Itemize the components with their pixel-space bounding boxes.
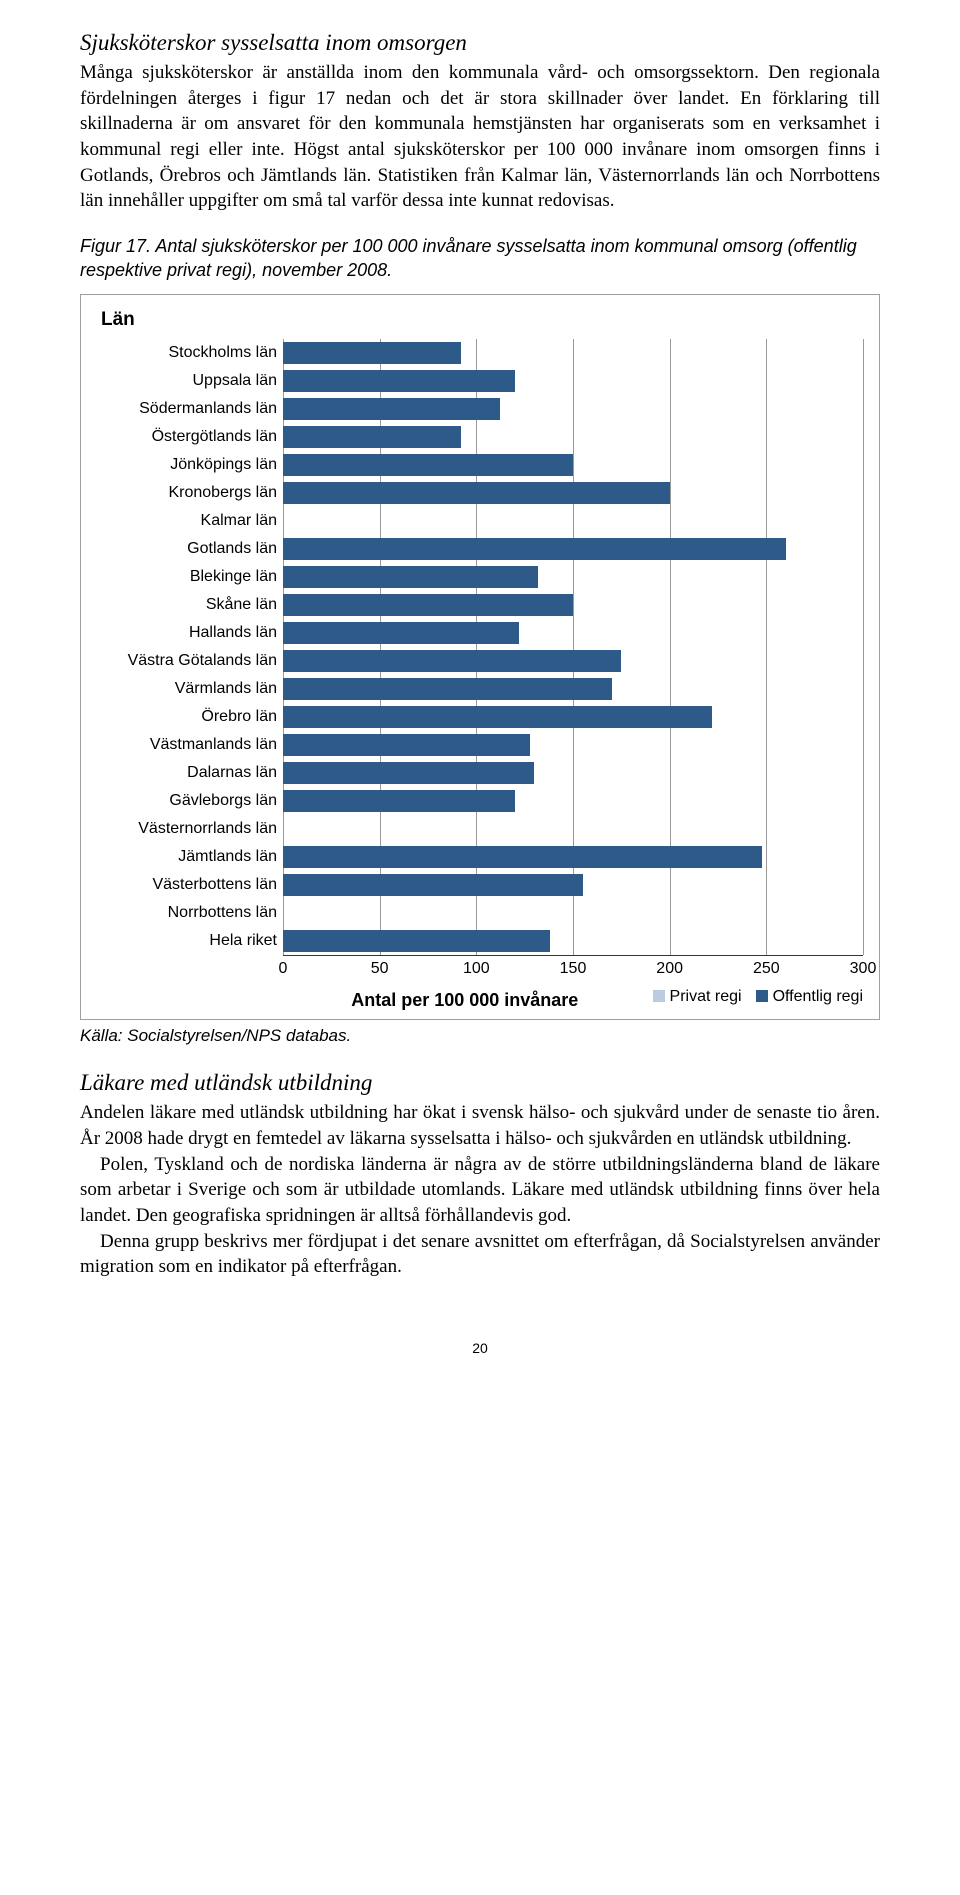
section-title-1: Sjuksköterskor sysselsatta inom omsorgen bbox=[80, 30, 880, 56]
bar-row bbox=[283, 367, 863, 395]
y-axis-label: Jönköpings län bbox=[97, 451, 277, 479]
x-tick-label: 50 bbox=[371, 960, 389, 978]
bar-offentlig bbox=[283, 874, 583, 896]
x-tick-label: 100 bbox=[463, 960, 490, 978]
bar-offentlig bbox=[283, 846, 762, 868]
bar-offentlig bbox=[283, 622, 519, 644]
x-tick-label: 250 bbox=[753, 960, 780, 978]
bar-row bbox=[283, 675, 863, 703]
figure-chart: Län Stockholms länUppsala länSödermanlan… bbox=[80, 294, 880, 1020]
chart-bars bbox=[283, 339, 863, 955]
chart-axis-title-x: Antal per 100 000 invånare bbox=[277, 990, 653, 1011]
y-axis-label: Uppsala län bbox=[97, 367, 277, 395]
section-body-1: Många sjuksköterskor är anställda inom d… bbox=[80, 60, 880, 214]
chart-plot-area bbox=[283, 339, 863, 955]
y-axis-label: Värmlands län bbox=[97, 675, 277, 703]
page: Sjuksköterskor sysselsatta inom omsorgen… bbox=[0, 0, 960, 1396]
bar-row bbox=[283, 787, 863, 815]
y-axis-label: Blekinge län bbox=[97, 563, 277, 591]
bar-row bbox=[283, 451, 863, 479]
y-axis-label: Västra Götalands län bbox=[97, 647, 277, 675]
bar-row bbox=[283, 843, 863, 871]
bar-offentlig bbox=[283, 370, 515, 392]
bar-row bbox=[283, 927, 863, 955]
bar-offentlig bbox=[283, 790, 515, 812]
bar-offentlig bbox=[283, 594, 573, 616]
bar-row bbox=[283, 591, 863, 619]
x-tick-label: 300 bbox=[850, 960, 877, 978]
bar-offentlig bbox=[283, 538, 786, 560]
bar-row bbox=[283, 899, 863, 927]
figure-source: Källa: Socialstyrelsen/NPS databas. bbox=[80, 1026, 880, 1046]
y-axis-label: Skåne län bbox=[97, 591, 277, 619]
bar-offentlig bbox=[283, 342, 461, 364]
bar-offentlig bbox=[283, 426, 461, 448]
bar-offentlig bbox=[283, 930, 550, 952]
y-axis-label: Västernorrlands län bbox=[97, 815, 277, 843]
figure-caption: Figur 17. Antal sjuksköterskor per 100 0… bbox=[80, 234, 880, 283]
bar-row bbox=[283, 731, 863, 759]
bar-row bbox=[283, 535, 863, 563]
y-axis-label: Dalarnas län bbox=[97, 759, 277, 787]
y-axis-label: Östergötlands län bbox=[97, 423, 277, 451]
bar-row bbox=[283, 703, 863, 731]
bar-row bbox=[283, 647, 863, 675]
bar-row bbox=[283, 871, 863, 899]
y-axis-label: Hallands län bbox=[97, 619, 277, 647]
y-axis-label: Västmanlands län bbox=[97, 731, 277, 759]
y-axis-label: Stockholms län bbox=[97, 339, 277, 367]
y-axis-label: Örebro län bbox=[97, 703, 277, 731]
chart-y-labels: Stockholms länUppsala länSödermanlands l… bbox=[97, 339, 283, 982]
bar-offentlig bbox=[283, 762, 534, 784]
x-tick-label: 150 bbox=[560, 960, 587, 978]
y-axis-label: Jämtlands län bbox=[97, 843, 277, 871]
page-number: 20 bbox=[80, 1340, 880, 1356]
y-axis-label: Kronobergs län bbox=[97, 479, 277, 507]
bar-row bbox=[283, 563, 863, 591]
section2-p3: Denna grupp beskrivs mer fördjupat i det… bbox=[80, 1229, 880, 1280]
y-axis-label: Gävleborgs län bbox=[97, 787, 277, 815]
bar-offentlig bbox=[283, 454, 573, 476]
legend-item-privat: Privat regi bbox=[653, 988, 742, 1006]
legend-item-offentlig: Offentlig regi bbox=[756, 988, 863, 1006]
bar-offentlig bbox=[283, 706, 712, 728]
y-axis-label: Södermanlands län bbox=[97, 395, 277, 423]
bar-row bbox=[283, 619, 863, 647]
bar-row bbox=[283, 395, 863, 423]
x-tick-label: 0 bbox=[279, 960, 288, 978]
y-axis-label: Norrbottens län bbox=[97, 899, 277, 927]
y-axis-label: Gotlands län bbox=[97, 535, 277, 563]
bar-row bbox=[283, 815, 863, 843]
bar-row bbox=[283, 507, 863, 535]
bar-row bbox=[283, 479, 863, 507]
chart-axis-title-y: Län bbox=[101, 309, 863, 331]
legend-swatch-offentlig bbox=[756, 990, 768, 1002]
bar-row bbox=[283, 339, 863, 367]
bar-offentlig bbox=[283, 398, 500, 420]
chart-legend: Privat regi Offentlig regi bbox=[653, 988, 863, 1006]
section2-p1: Andelen läkare med utländsk utbildning h… bbox=[80, 1100, 880, 1151]
y-axis-label: Västerbottens län bbox=[97, 871, 277, 899]
legend-swatch-privat bbox=[653, 990, 665, 1002]
section-title-2: Läkare med utländsk utbildning bbox=[80, 1070, 880, 1096]
y-axis-label: Kalmar län bbox=[97, 507, 277, 535]
bar-row bbox=[283, 423, 863, 451]
bar-offentlig bbox=[283, 482, 670, 504]
bar-offentlig bbox=[283, 734, 530, 756]
bar-offentlig bbox=[283, 650, 621, 672]
bar-row bbox=[283, 759, 863, 787]
bar-offentlig bbox=[283, 678, 612, 700]
gridline bbox=[863, 339, 864, 955]
x-tick-label: 200 bbox=[656, 960, 683, 978]
section2-p2: Polen, Tyskland och de nordiska länderna… bbox=[80, 1152, 880, 1229]
section-body-2: Andelen läkare med utländsk utbildning h… bbox=[80, 1100, 880, 1279]
y-axis-label: Hela riket bbox=[97, 927, 277, 955]
chart-x-axis: 050100150200250300 bbox=[283, 955, 863, 982]
bar-offentlig bbox=[283, 566, 538, 588]
